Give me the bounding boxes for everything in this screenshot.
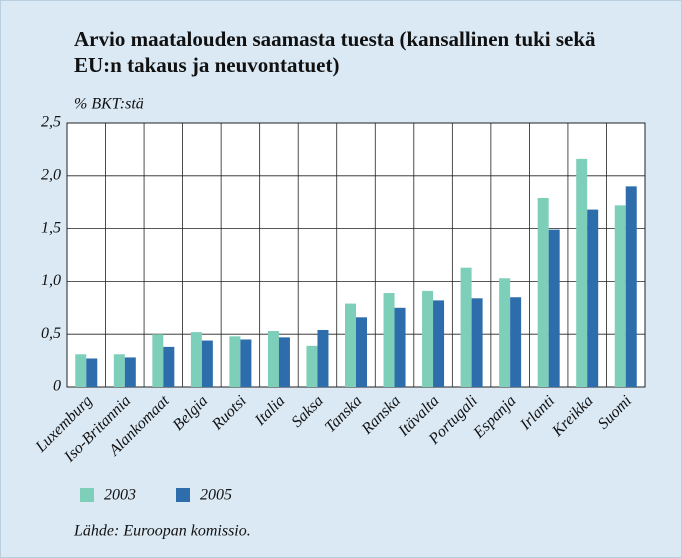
bar <box>614 205 626 387</box>
bar <box>394 307 406 387</box>
legend-label: 2005 <box>200 487 232 504</box>
y-tick-label: 0 <box>53 378 61 395</box>
bar <box>548 229 560 387</box>
x-tick-label: Kreikka <box>548 392 596 440</box>
y-axis-label: % BKT:stä <box>74 96 144 113</box>
bar <box>499 278 511 387</box>
bar <box>152 334 164 387</box>
bar <box>86 358 98 387</box>
bar <box>317 329 329 387</box>
bar <box>345 303 356 387</box>
x-tick-label: Suomi <box>595 392 635 432</box>
bar <box>306 345 318 387</box>
bar <box>587 209 599 387</box>
chart-title: Arvio maatalouden saamasta tuesta (kansa… <box>74 27 596 77</box>
legend-swatch <box>80 488 94 502</box>
bar <box>576 158 588 387</box>
x-tick-label: Ruotsi <box>208 392 250 434</box>
x-tick-label: Ranska <box>358 392 404 438</box>
x-tick-label: Saksa <box>288 392 326 430</box>
bar <box>383 293 395 387</box>
bar <box>163 346 175 387</box>
legend-swatch <box>176 488 190 502</box>
bar <box>510 297 522 387</box>
bar <box>124 357 136 387</box>
bar <box>267 331 279 387</box>
x-tick-label: Espanja <box>470 392 520 442</box>
y-tick-label: 2,5 <box>41 114 61 131</box>
bar <box>433 300 445 387</box>
bar <box>113 354 125 387</box>
bar <box>240 339 252 387</box>
bar <box>537 197 549 387</box>
y-tick-label: 0,5 <box>41 325 61 342</box>
x-tick-label: Tanska <box>322 392 366 436</box>
bar <box>625 186 637 387</box>
bar <box>75 354 87 387</box>
bar <box>471 298 483 387</box>
y-tick-label: 1,5 <box>41 219 61 236</box>
bar <box>278 337 290 387</box>
bar <box>422 290 434 387</box>
bar <box>229 336 241 387</box>
y-tick-label: 1,0 <box>41 272 61 289</box>
y-tick-label: 2,0 <box>41 166 61 183</box>
bar <box>201 340 213 387</box>
source: Lähde: Euroopan komissio. <box>73 523 251 540</box>
x-tick-label: Italia <box>251 392 288 429</box>
legend-label: 2003 <box>104 487 136 504</box>
bar <box>356 317 367 387</box>
bar <box>460 267 472 387</box>
bar <box>190 332 202 387</box>
x-tick-label: Belgia <box>170 392 212 434</box>
